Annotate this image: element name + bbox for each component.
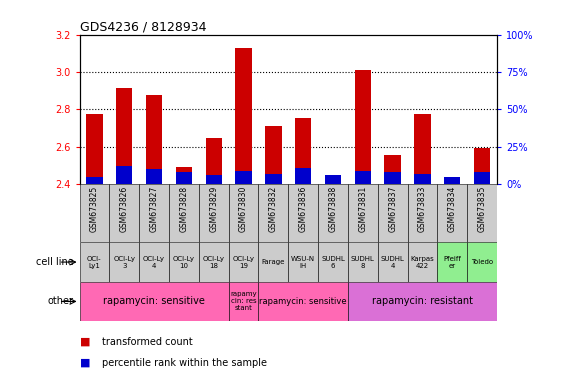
Text: GSM673834: GSM673834 bbox=[448, 186, 457, 232]
Bar bbox=[86, 177, 103, 184]
Text: ■: ■ bbox=[80, 358, 90, 368]
Bar bbox=[408, 184, 437, 242]
Text: SUDHL
6: SUDHL 6 bbox=[321, 256, 345, 268]
Bar bbox=[325, 175, 341, 184]
Bar bbox=[414, 114, 431, 184]
Text: GSM673832: GSM673832 bbox=[269, 186, 278, 232]
Text: GSM673830: GSM673830 bbox=[239, 186, 248, 232]
Bar bbox=[235, 48, 252, 184]
Text: GSM673828: GSM673828 bbox=[179, 186, 189, 232]
Text: GSM673833: GSM673833 bbox=[418, 186, 427, 232]
Text: transformed count: transformed count bbox=[102, 337, 193, 347]
Bar bbox=[176, 172, 192, 184]
Bar bbox=[109, 242, 139, 282]
Text: rapamycin: sensitive: rapamycin: sensitive bbox=[260, 297, 347, 306]
Bar bbox=[348, 242, 378, 282]
Bar bbox=[206, 139, 222, 184]
Bar bbox=[116, 88, 132, 184]
Bar bbox=[295, 168, 311, 184]
Bar bbox=[80, 242, 109, 282]
Text: OCI-
Ly1: OCI- Ly1 bbox=[87, 256, 102, 268]
Bar bbox=[408, 242, 437, 282]
Text: OCI-Ly
4: OCI-Ly 4 bbox=[143, 256, 165, 268]
Text: Farage: Farage bbox=[262, 259, 285, 265]
Bar bbox=[288, 242, 318, 282]
Bar bbox=[80, 184, 109, 242]
Bar bbox=[265, 174, 282, 184]
Text: GSM673826: GSM673826 bbox=[120, 186, 129, 232]
Text: other: other bbox=[48, 296, 74, 306]
Bar bbox=[325, 176, 341, 184]
Bar bbox=[437, 242, 467, 282]
Text: percentile rank within the sample: percentile rank within the sample bbox=[102, 358, 267, 368]
Text: Karpas
422: Karpas 422 bbox=[411, 256, 435, 268]
Bar bbox=[146, 169, 162, 184]
Text: Toledo: Toledo bbox=[471, 259, 493, 265]
Text: ■: ■ bbox=[80, 337, 90, 347]
Bar bbox=[146, 95, 162, 184]
Bar bbox=[139, 242, 169, 282]
Text: rapamycin: sensitive: rapamycin: sensitive bbox=[103, 296, 205, 306]
Bar bbox=[348, 282, 497, 321]
Bar bbox=[378, 184, 408, 242]
Bar bbox=[467, 242, 497, 282]
Text: GSM673827: GSM673827 bbox=[149, 186, 158, 232]
Text: GSM673836: GSM673836 bbox=[299, 186, 308, 232]
Bar bbox=[109, 184, 139, 242]
Bar bbox=[385, 155, 401, 184]
Bar bbox=[444, 177, 461, 184]
Text: OCI-Ly
19: OCI-Ly 19 bbox=[232, 256, 254, 268]
Bar bbox=[474, 172, 490, 184]
Bar bbox=[437, 184, 467, 242]
Text: SUDHL
8: SUDHL 8 bbox=[351, 256, 375, 268]
Text: GSM673829: GSM673829 bbox=[209, 186, 218, 232]
Text: OCI-Ly
10: OCI-Ly 10 bbox=[173, 256, 195, 268]
Bar bbox=[295, 118, 311, 184]
Bar bbox=[199, 184, 228, 242]
Text: Pfeiff
er: Pfeiff er bbox=[444, 256, 461, 268]
Bar bbox=[318, 242, 348, 282]
Text: rapamycin: resistant: rapamycin: resistant bbox=[372, 296, 473, 306]
Bar bbox=[206, 175, 222, 184]
Bar bbox=[265, 126, 282, 184]
Bar bbox=[199, 242, 228, 282]
Bar bbox=[354, 171, 371, 184]
Text: WSU-N
IH: WSU-N IH bbox=[291, 256, 315, 268]
Bar bbox=[169, 184, 199, 242]
Text: OCI-Ly
3: OCI-Ly 3 bbox=[113, 256, 135, 268]
Bar bbox=[467, 184, 497, 242]
Bar bbox=[116, 166, 132, 184]
Bar bbox=[318, 184, 348, 242]
Text: GSM673831: GSM673831 bbox=[358, 186, 367, 232]
Text: GSM673825: GSM673825 bbox=[90, 186, 99, 232]
Bar bbox=[235, 171, 252, 184]
Text: cell line: cell line bbox=[36, 257, 74, 267]
Text: GSM673838: GSM673838 bbox=[328, 186, 337, 232]
Text: GSM673835: GSM673835 bbox=[478, 186, 487, 232]
Bar bbox=[228, 184, 258, 242]
Bar bbox=[288, 184, 318, 242]
Bar bbox=[474, 148, 490, 184]
Bar bbox=[169, 242, 199, 282]
Text: GDS4236 / 8128934: GDS4236 / 8128934 bbox=[80, 20, 206, 33]
Bar bbox=[228, 242, 258, 282]
Bar bbox=[228, 282, 258, 321]
Bar bbox=[176, 167, 192, 184]
Text: OCI-Ly
18: OCI-Ly 18 bbox=[203, 256, 225, 268]
Bar bbox=[139, 184, 169, 242]
Text: rapamy
cin: res
stant: rapamy cin: res stant bbox=[230, 291, 257, 311]
Bar bbox=[444, 182, 461, 184]
Bar bbox=[258, 282, 348, 321]
Text: SUDHL
4: SUDHL 4 bbox=[381, 256, 404, 268]
Bar bbox=[385, 172, 401, 184]
Bar bbox=[80, 282, 228, 321]
Bar bbox=[258, 184, 288, 242]
Bar bbox=[86, 114, 103, 184]
Text: GSM673837: GSM673837 bbox=[388, 186, 397, 232]
Bar bbox=[348, 184, 378, 242]
Bar bbox=[258, 242, 288, 282]
Bar bbox=[354, 70, 371, 184]
Bar bbox=[378, 242, 408, 282]
Bar bbox=[414, 174, 431, 184]
